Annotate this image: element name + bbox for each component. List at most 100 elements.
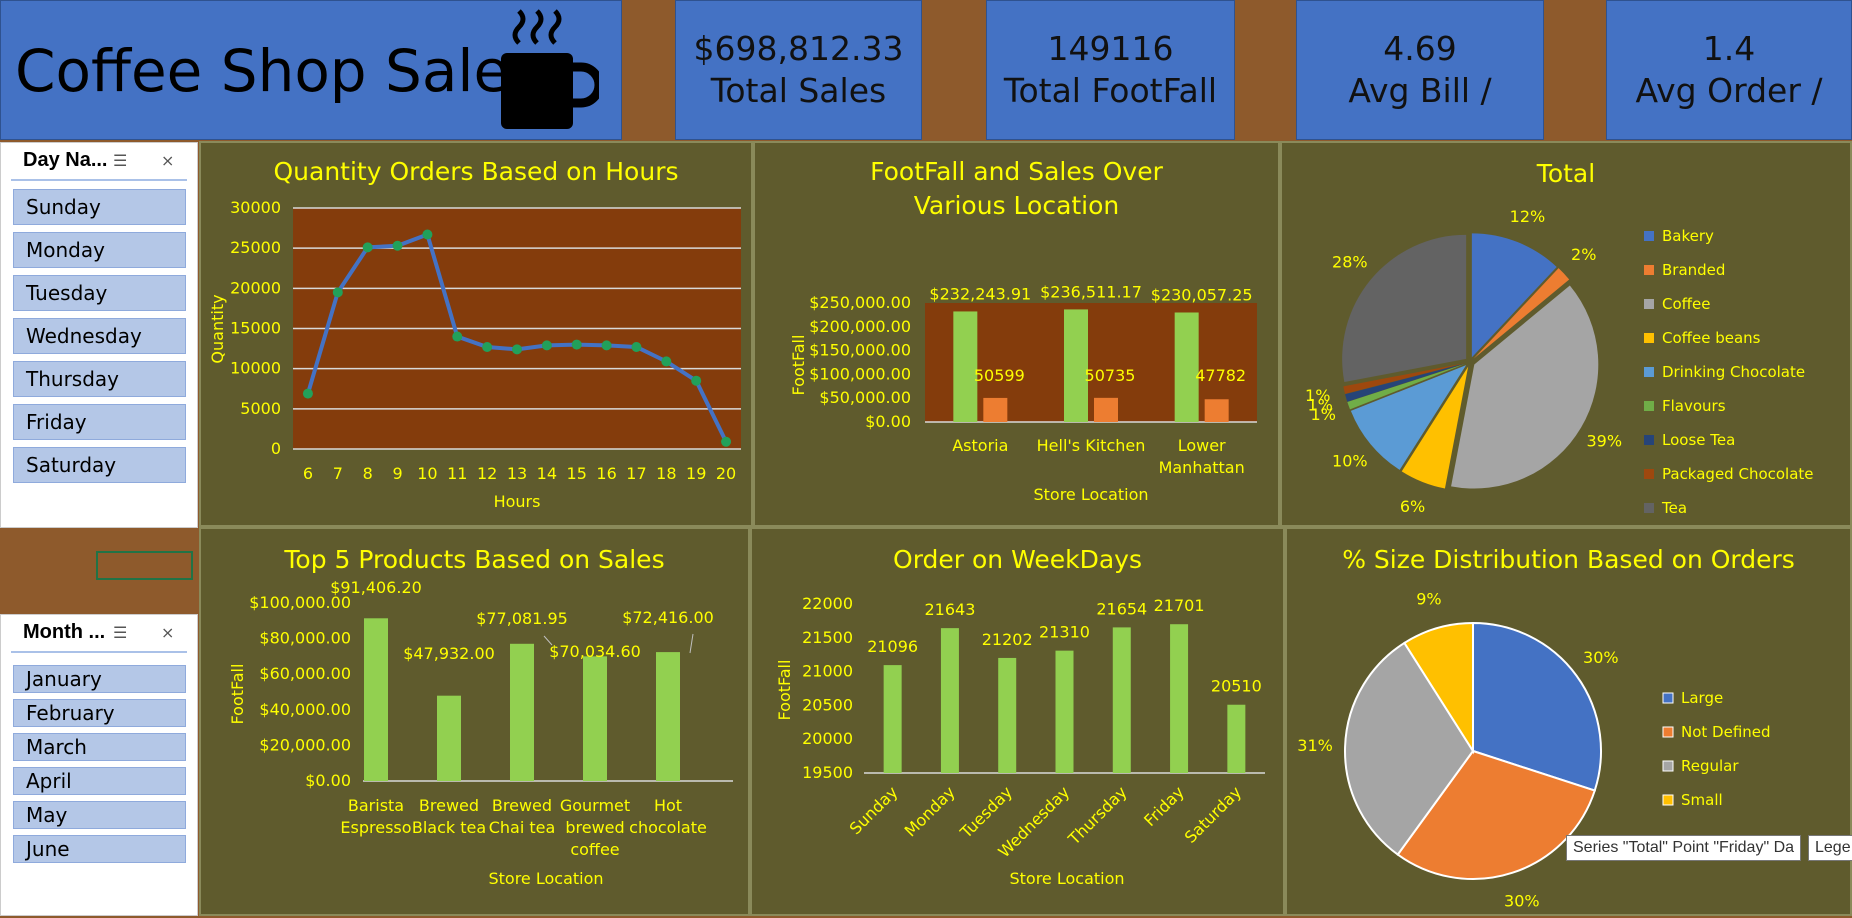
slicer-item[interactable]: Saturday	[13, 447, 186, 483]
slicer-item[interactable]: March	[13, 733, 186, 761]
leader-line	[543, 635, 553, 646]
bar	[1055, 650, 1074, 773]
slicer-item[interactable]: April	[13, 767, 186, 795]
slice-label: 30%	[1583, 648, 1619, 667]
slicer-item[interactable]: June	[13, 835, 186, 863]
slice-label: 6%	[1400, 497, 1425, 516]
y-tick-label: $100,000.00	[249, 593, 351, 612]
weekday-bar-chart: 19500 20000 20500 21000 21500 22000 21096 Sunda…	[775, 594, 1265, 888]
x-tick-label: chocolate	[629, 818, 707, 837]
pie-slice	[1473, 268, 1570, 359]
kpi-value: 1.4	[1702, 29, 1756, 68]
legend-swatch	[1644, 333, 1654, 343]
y-tick-label: 22000	[802, 594, 853, 613]
y-tick-label: 21000	[802, 662, 853, 681]
bar	[510, 643, 534, 781]
x-tick-label: coffee	[570, 840, 619, 859]
legend-label: Small	[1681, 791, 1723, 809]
kpi-value: $698,812.33	[693, 29, 904, 68]
bar	[1170, 624, 1189, 773]
legend-swatch	[1644, 469, 1654, 479]
slicer-item[interactable]: January	[13, 665, 186, 693]
bar	[883, 665, 902, 773]
clear-filter-icon[interactable]: ⨯	[161, 153, 175, 170]
data-point	[512, 344, 522, 355]
y-tick-label: $0.00	[865, 412, 911, 431]
data-label: 50599	[974, 366, 1025, 385]
category-pie-chart: 12% 2% 39% 6% 10% 1%1%1% 28% Bakery Branded Coffe…	[1305, 207, 1813, 517]
x-tick-label: Barista	[348, 796, 404, 815]
legend-swatch	[1644, 231, 1654, 241]
kpi-label: Avg Order /	[1635, 71, 1823, 110]
y-tick-label: 25000	[230, 238, 281, 257]
data-label: 21643	[924, 600, 975, 619]
x-tick-label: 7	[333, 464, 343, 483]
legend-swatch	[1644, 299, 1654, 309]
hours-line-chart: 0 5000 10000 15000 20000 25000 30000 6 7 8 9 10 11 12…	[208, 198, 741, 511]
data-label: 21096	[867, 637, 918, 656]
kpi-label: Total FootFall	[1003, 71, 1218, 110]
x-tick-label: 19	[686, 464, 706, 483]
bar	[656, 652, 680, 781]
slicer-item[interactable]: Thursday	[13, 361, 186, 397]
slicer-item[interactable]: Sunday	[13, 189, 186, 225]
pie-slice	[1471, 233, 1557, 358]
data-point	[571, 339, 582, 350]
data-label: 21202	[982, 630, 1033, 649]
selected-cell[interactable]	[96, 551, 193, 580]
y-tick-label: 30000	[230, 198, 281, 217]
multi-select-icon[interactable]: ☰	[113, 153, 128, 170]
chart-title: FootFall and Sales Over Various Location	[870, 157, 1163, 220]
y-tick-label: $200,000.00	[809, 317, 911, 336]
legend-label: Tea	[1661, 499, 1687, 517]
data-label: $232,243.91	[929, 284, 1031, 303]
data-label: $47,932.00	[403, 644, 495, 663]
slice-label: 31%	[1297, 736, 1333, 755]
x-tick-label: 17	[626, 464, 646, 483]
legend-swatch	[1644, 367, 1654, 377]
legend-label: Branded	[1662, 261, 1725, 279]
x-tick-label: 11	[447, 464, 467, 483]
slice-label: 30%	[1504, 891, 1540, 910]
products-bar-chart: $0.00 $20,000.00 $40,000.00 $60,000.00 $80,0…	[228, 578, 733, 888]
slicer-item[interactable]: Tuesday	[13, 275, 186, 311]
y-axis-title: FootFall	[228, 664, 247, 725]
kpi-value: 4.69	[1383, 29, 1457, 68]
slicer-item[interactable]: Wednesday	[13, 318, 186, 354]
slicer-item[interactable]: February	[13, 699, 186, 727]
pie-slice	[1350, 365, 1467, 470]
bar	[983, 397, 1008, 422]
slicer-item[interactable]: Monday	[13, 232, 186, 268]
pie-slice	[1401, 366, 1469, 489]
x-tick-label: Thursday	[1064, 782, 1131, 849]
data-label: 50735	[1085, 366, 1136, 385]
legend-label: Loose Tea	[1662, 431, 1735, 449]
slice-label: 1%	[1307, 396, 1332, 415]
slicer-item[interactable]: Friday	[13, 404, 186, 440]
data-label: $91,406.20	[330, 578, 422, 597]
data-point	[482, 341, 493, 352]
data-point	[392, 240, 403, 251]
x-tick-label: Friday	[1140, 782, 1188, 830]
x-tick-label: 13	[507, 464, 527, 483]
clear-filter-icon[interactable]: ⨯	[161, 625, 175, 642]
x-tick-label: 15	[567, 464, 587, 483]
kpi-label: Avg Bill /	[1348, 71, 1492, 110]
x-tick-label: 16	[596, 464, 616, 483]
leader-line	[689, 633, 694, 654]
y-tick-label: 21500	[802, 628, 853, 647]
data-label: $70,034.60	[549, 642, 641, 661]
chart-hours-panel: Quantity Orders Based on Hours 0 5000 1000…	[199, 141, 753, 527]
data-point	[422, 229, 433, 240]
bar	[1174, 312, 1199, 422]
legend-label: Flavours	[1662, 397, 1726, 415]
data-label: $77,081.95	[476, 609, 568, 628]
multi-select-icon[interactable]: ☰	[113, 625, 128, 642]
legend-label: Large	[1681, 689, 1723, 707]
data-label: 21701	[1154, 596, 1205, 615]
kpi-avg-order: 1.4 Avg Order /	[1606, 0, 1852, 140]
y-tick-label: $80,000.00	[259, 629, 351, 648]
pie-slice	[1343, 363, 1466, 394]
slicer-item[interactable]: May	[13, 801, 186, 829]
y-axis-title: FootFall	[775, 660, 794, 721]
